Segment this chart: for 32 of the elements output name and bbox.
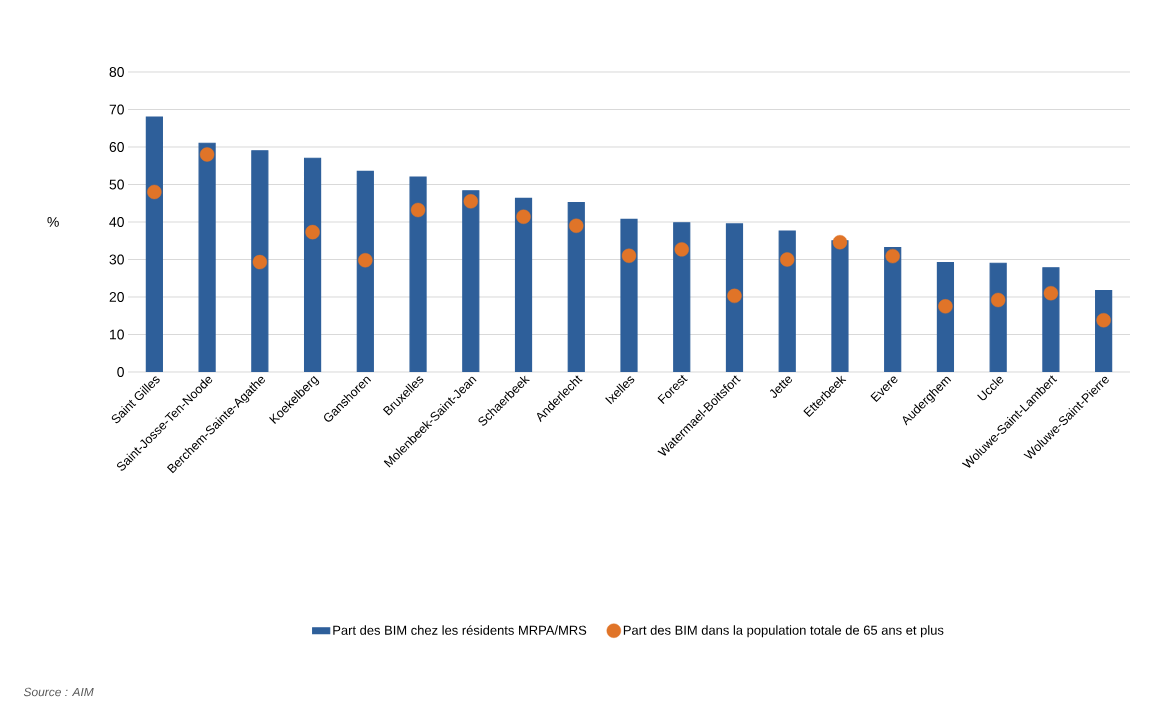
point xyxy=(727,288,742,304)
y-tick-label: 60 xyxy=(109,142,124,152)
point xyxy=(1096,313,1111,328)
point xyxy=(252,254,268,270)
point xyxy=(305,224,320,240)
point xyxy=(463,194,478,209)
y-tick-label: 70 xyxy=(109,104,124,115)
y-axis-title: % xyxy=(47,217,59,227)
point xyxy=(832,235,848,250)
point xyxy=(938,299,953,314)
point xyxy=(621,248,637,263)
y-tick-label: 50 xyxy=(109,179,124,190)
y-tick-label: 0 xyxy=(117,367,124,377)
point xyxy=(516,209,531,224)
point xyxy=(410,202,426,218)
y-tick-label: 10 xyxy=(110,329,124,340)
point xyxy=(780,252,795,267)
point xyxy=(990,292,1006,308)
point xyxy=(1043,286,1059,301)
point xyxy=(885,248,900,264)
y-tick-label: 40 xyxy=(109,217,124,227)
legend-label: Part des BIM chez les résidents MRPA/MRS xyxy=(333,625,587,635)
point xyxy=(358,253,373,268)
point xyxy=(199,147,215,162)
y-tick-label: 80 xyxy=(109,67,124,77)
source-note: Source : AIM xyxy=(23,687,94,697)
legend-label: Part des BIM dans la population totale de 65 ans et plus xyxy=(623,625,944,638)
y-tick-label: 20 xyxy=(109,292,124,302)
point xyxy=(674,242,689,257)
point xyxy=(569,218,584,233)
y-tick-label: 30 xyxy=(109,254,124,265)
point xyxy=(147,184,162,200)
